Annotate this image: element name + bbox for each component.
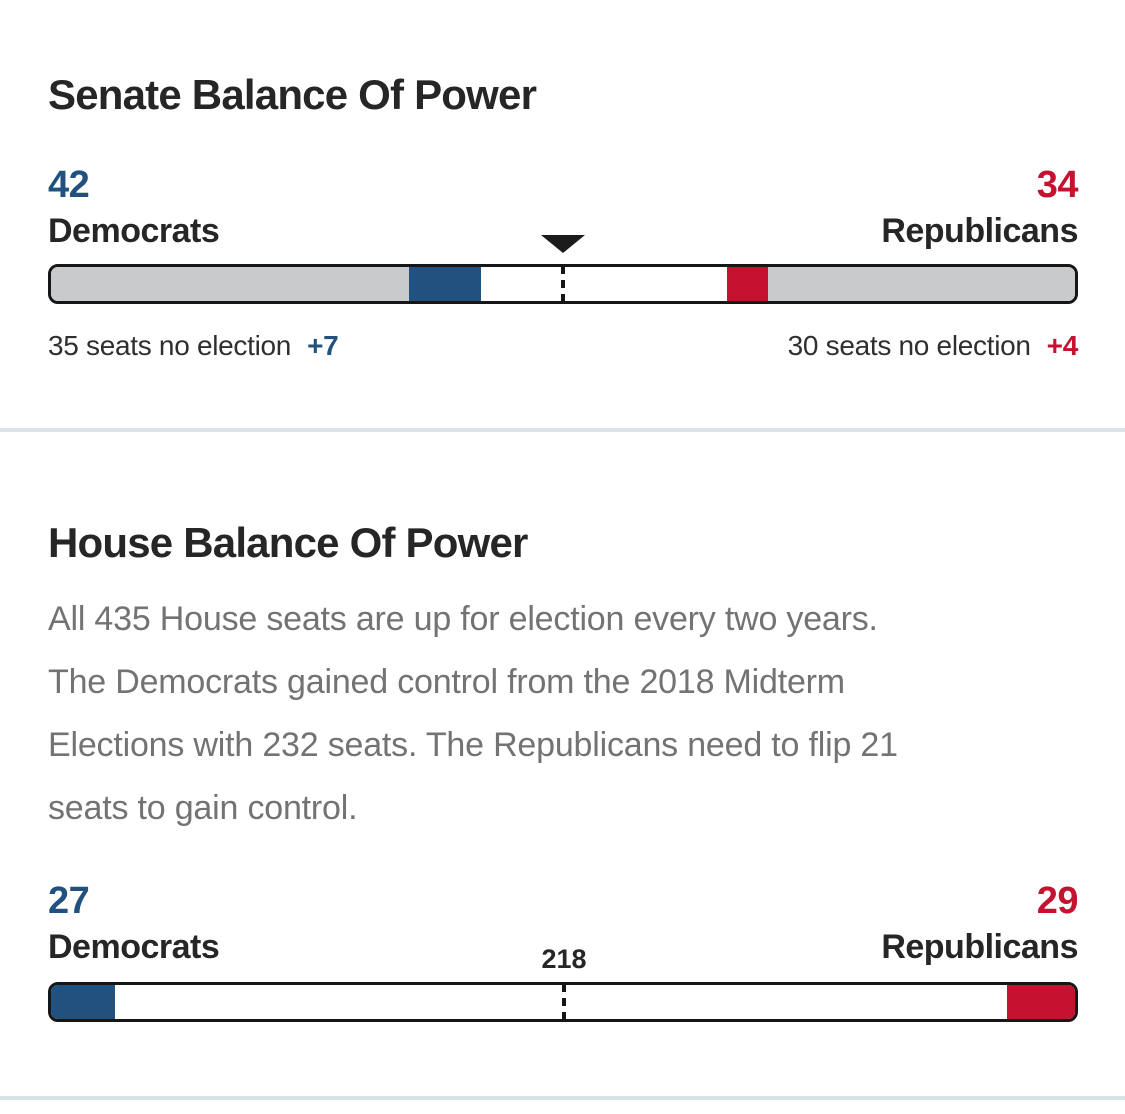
senate-republicans-label: Republicans <box>881 212 1078 251</box>
house-majority-seats-label: 218 <box>541 943 587 974</box>
senate-democrats-label: Democrats <box>48 212 220 251</box>
majority-line <box>562 984 567 1019</box>
senate-bar <box>48 263 1078 304</box>
bar-segment-dem-won <box>409 266 482 301</box>
senate-democrats-note-text: 35 seats no election <box>48 329 292 361</box>
house-section: House Balance Of Power All 435 House sea… <box>48 432 1078 1022</box>
majority-marker-icon <box>541 234 585 253</box>
house-bar <box>48 981 1078 1022</box>
house-republicans-count: 29 <box>1036 879 1079 922</box>
house-democrats-label: Democrats <box>48 927 220 966</box>
house-bar-wrap: 218 <box>48 944 1078 1022</box>
senate-title: Senate Balance Of Power <box>48 71 537 118</box>
bar-segment-rep-won <box>1006 984 1075 1019</box>
bar-segment-rep-no-election <box>767 266 1075 301</box>
majority-line <box>561 266 565 301</box>
senate-democrats-note: 35 seats no election +7 <box>48 329 339 362</box>
senate-parties-row: 42 Democrats 34 Republicans <box>48 164 1079 251</box>
section-divider <box>0 427 1125 432</box>
house-parties-row: 27 Democrats 29 Republicans <box>48 879 1079 966</box>
house-title: House Balance Of Power <box>48 518 528 566</box>
senate-notes-row: 35 seats no election +7 30 seats no elect… <box>48 330 1078 362</box>
house-democrats-block: 27 Democrats <box>48 879 220 966</box>
senate-republicans-note-text: 30 seats no election <box>787 329 1031 361</box>
senate-republicans-block: 34 Republicans <box>881 164 1079 251</box>
house-republicans-label: Republicans <box>881 927 1078 966</box>
house-republicans-block: 29 Republicans <box>881 879 1079 966</box>
house-description: All 435 House seats are up for election … <box>48 599 898 827</box>
bar-segment-dem-won <box>51 984 115 1019</box>
senate-bar-wrap <box>48 234 1078 304</box>
senate-democrats-count: 42 <box>48 164 90 207</box>
bar-segment-rep-won <box>726 266 768 301</box>
bar-segment-dem-no-election <box>51 266 410 301</box>
senate-republicans-note: 30 seats no election +4 <box>787 329 1079 362</box>
house-democrats-count: 27 <box>48 879 90 922</box>
senate-democrats-gain: +7 <box>307 329 339 361</box>
bar-segment-undecided <box>481 266 727 301</box>
senate-section: Senate Balance Of Power 42 Democrats 34 … <box>48 0 1078 362</box>
senate-democrats-block: 42 Democrats <box>48 164 220 251</box>
bar-segment-undecided <box>114 984 1007 1019</box>
senate-republicans-gain: +4 <box>1046 329 1079 361</box>
bottom-divider <box>0 1095 1125 1100</box>
senate-republicans-count: 34 <box>1036 164 1079 207</box>
